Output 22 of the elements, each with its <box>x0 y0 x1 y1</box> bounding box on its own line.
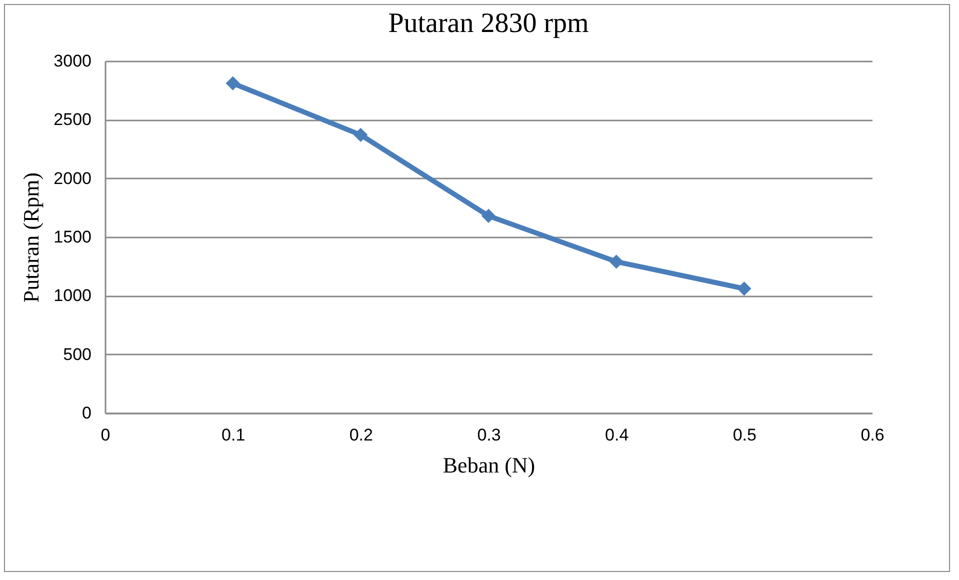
x-tick-label: 0.5 <box>732 426 756 444</box>
x-tick-label: 0.1 <box>222 426 246 444</box>
x-tick-label: 0.2 <box>349 426 373 444</box>
point <box>609 254 624 269</box>
x-tick-label: 0.3 <box>477 426 501 444</box>
point <box>226 76 240 90</box>
point <box>481 208 496 223</box>
y-tick-label: 3000 <box>54 52 92 70</box>
y-tick-label: 2500 <box>54 110 92 130</box>
y-tick-label: 1000 <box>54 286 92 306</box>
chart-title: Putaran 2830 rpm <box>388 8 590 39</box>
y-tick-label: 500 <box>63 344 92 364</box>
x-tick-label: 0.4 <box>605 426 629 444</box>
y-tick-label: 1500 <box>54 228 92 246</box>
point <box>354 128 368 142</box>
x-tick-label: 0.6 <box>860 426 884 444</box>
y-tick-label: 0 <box>82 404 92 422</box>
point <box>737 282 752 296</box>
y-axis-title: Putaran (Rpm) <box>18 172 44 303</box>
x-axis-title: Beban (N) <box>442 452 536 478</box>
x-tick-label: 0 <box>100 426 110 444</box>
y-tick-label: 2000 <box>54 168 92 188</box>
